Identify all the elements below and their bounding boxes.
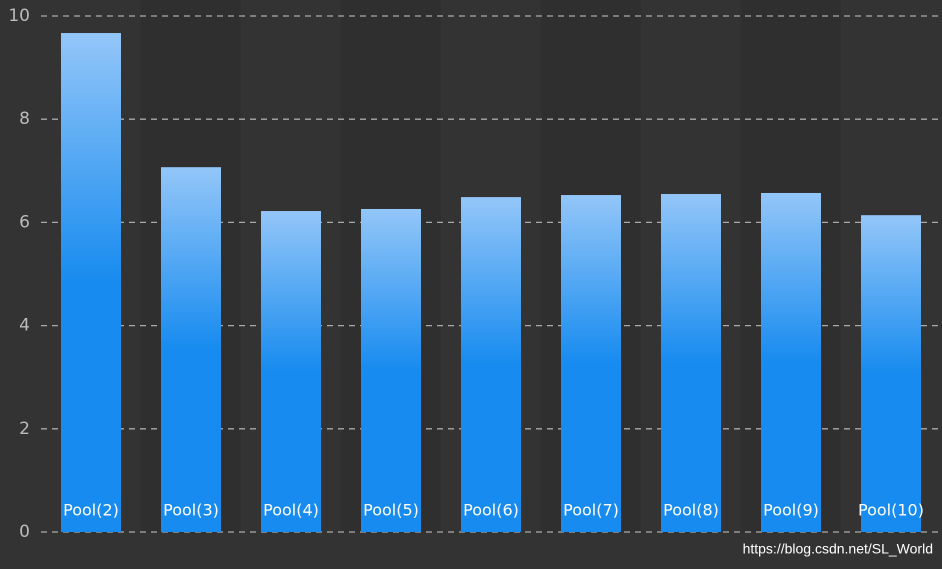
x-tick-label: Pool(5) <box>363 501 419 520</box>
x-tick-label: Pool(8) <box>663 501 719 520</box>
watermark: https://blog.csdn.net/SL_World <box>743 541 933 557</box>
x-tick-label: Pool(2) <box>63 501 119 520</box>
bar <box>661 194 721 532</box>
bar <box>261 211 321 532</box>
x-tick-label: Pool(4) <box>263 501 319 520</box>
bar <box>461 197 521 532</box>
bar <box>361 208 421 532</box>
bar <box>761 192 821 532</box>
x-tick-label: Pool(7) <box>563 501 619 520</box>
bar <box>861 215 921 532</box>
y-tick-label: 2 <box>19 419 30 439</box>
y-tick-label: 6 <box>19 212 30 232</box>
y-tick-label: 0 <box>19 522 30 542</box>
bar <box>61 33 121 532</box>
bar <box>561 195 621 532</box>
x-tick-label: Pool(3) <box>163 501 219 520</box>
x-tick-label: Pool(9) <box>763 501 819 520</box>
y-tick-label: 8 <box>19 109 30 129</box>
y-tick-label: 4 <box>19 316 30 336</box>
y-tick-label: 10 <box>8 6 30 26</box>
bar <box>161 167 221 533</box>
x-tick-label: Pool(10) <box>858 501 924 520</box>
x-tick-label: Pool(6) <box>463 501 519 520</box>
